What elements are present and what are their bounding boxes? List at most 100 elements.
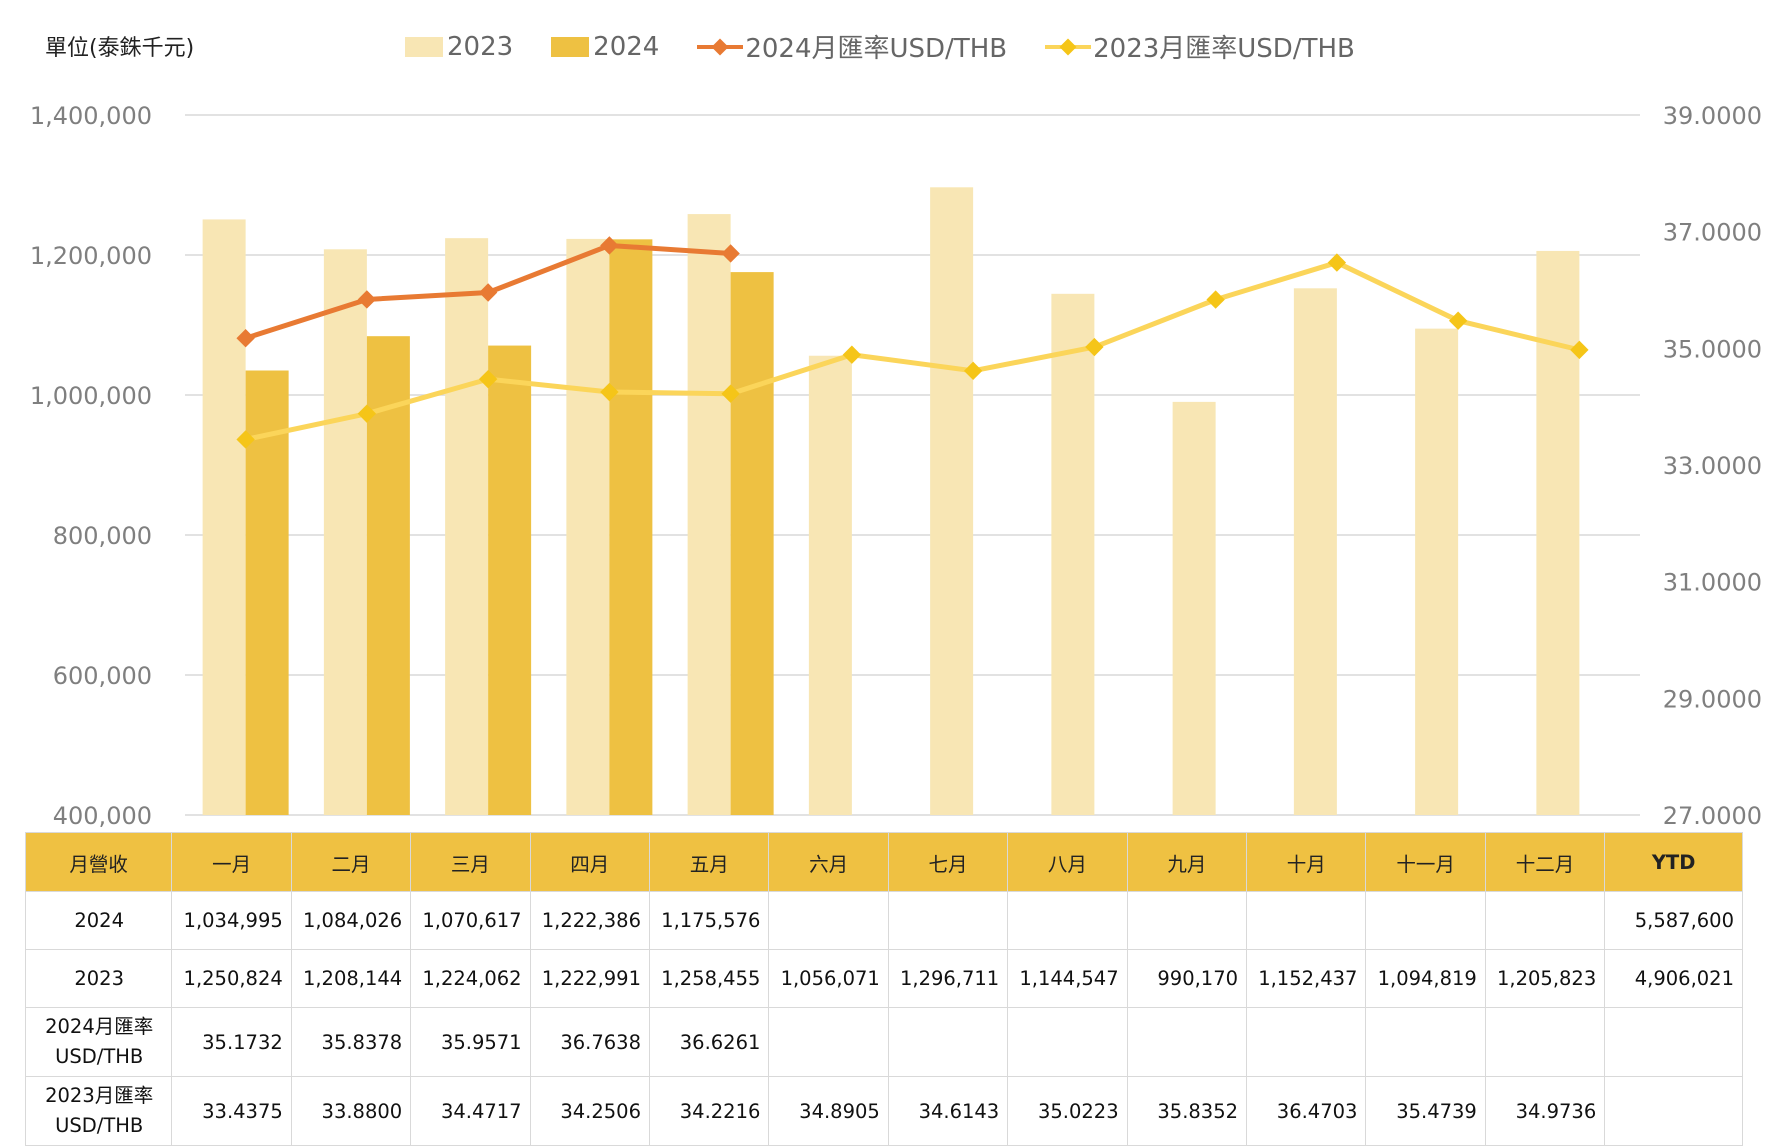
table-cell: 34.9736 <box>1484 1076 1606 1146</box>
table-cell <box>768 1007 889 1077</box>
table-cell: 34.6143 <box>887 1076 1009 1146</box>
table-cell: 1,205,823 <box>1484 949 1606 1008</box>
table-cell: 1,208,144 <box>290 949 412 1008</box>
y-right-tick-label: 27.0000 <box>1663 802 1762 830</box>
y-left-tick-label: 1,000,000 <box>30 382 152 410</box>
table-cell: 1,056,071 <box>768 949 889 1008</box>
table-cell: 35.0223 <box>1007 1076 1128 1146</box>
rate-2023-line <box>245 260 1580 442</box>
table-cell: 1,152,437 <box>1246 949 1367 1008</box>
rate-2024-marker <box>236 329 255 348</box>
table-cell <box>768 891 889 950</box>
rate-2023-marker <box>357 404 377 423</box>
table-cell: 35.8352 <box>1126 1076 1248 1146</box>
table-cell: 36.7638 <box>529 1007 651 1077</box>
table-cell: 1,224,062 <box>410 949 531 1008</box>
table-cell: 34.2506 <box>529 1076 651 1146</box>
bar-2024 <box>245 370 289 815</box>
legend-swatch-2023-rate <box>1045 38 1092 55</box>
table-cell: 1,258,455 <box>648 949 770 1008</box>
table-cell <box>887 891 1009 950</box>
y-right-tick-label: 29.0000 <box>1663 685 1762 713</box>
table-row-label-line: 2023 <box>74 966 124 990</box>
table-cell: 1,175,576 <box>648 891 770 950</box>
table-row: 2024 1,034,995 1,084,026 1,070,617 1,222,386… <box>24 891 1743 950</box>
table-cell: 4,906,021 <box>1604 949 1743 1008</box>
y-left-tick-label: 400,000 <box>53 802 152 830</box>
table-row: 2023 1,250,824 1,208,144 1,224,062 1,222,991… <box>24 949 1743 1008</box>
legend-swatch-2024-rate <box>697 38 744 55</box>
table-cell: 35.8378 <box>290 1007 412 1077</box>
table-cell <box>1484 1007 1606 1077</box>
y-right-tick-label: 31.0000 <box>1663 569 1762 597</box>
table-cell: 1,250,824 <box>171 949 292 1008</box>
table-cell: 34.2216 <box>648 1076 770 1146</box>
rate-2023-marker <box>1206 290 1225 309</box>
table-cell: 1,070,617 <box>410 891 531 950</box>
table-cell: 33.4375 <box>171 1076 292 1146</box>
bar-2023 <box>808 355 852 815</box>
table-column-header: 八月 <box>1007 832 1128 892</box>
bar-2024 <box>609 239 653 815</box>
table-cell <box>1007 1007 1128 1077</box>
bar-2023 <box>445 238 489 815</box>
table-column-header: YTD <box>1604 832 1743 892</box>
table-cell: 1,144,547 <box>1007 949 1128 1008</box>
table-column-header: 四月 <box>529 832 651 892</box>
table-row-label-line: USD/THB <box>55 1114 144 1137</box>
bar-2023 <box>1536 250 1580 816</box>
y-right-tick-label: 37.0000 <box>1663 219 1762 247</box>
table-row-label-line: 2024月匯率 <box>45 1015 154 1038</box>
table-cell <box>1604 1007 1743 1077</box>
rate-2023-marker <box>842 345 862 364</box>
table-cell: 34.8905 <box>768 1076 889 1146</box>
y-right-tick-label: 39.0000 <box>1663 102 1762 130</box>
table-column-header: 十一月 <box>1365 832 1486 892</box>
rate-2023-marker <box>1085 337 1104 357</box>
table-row-label: 2023月匯率 USD/THB <box>24 1076 173 1146</box>
table-row: 2024月匯率 USD/THB 35.1732 35.8378 35.9571 36.76… <box>24 1007 1743 1077</box>
table-cell <box>1246 891 1367 950</box>
table-cell <box>1365 1007 1486 1077</box>
table-column-header: 十月 <box>1246 832 1367 892</box>
chart-legend: 2023 2024 2024月匯率USD/THB 2023月匯率USD/THB <box>405 28 1393 65</box>
table-cell: 1,034,995 <box>171 891 292 950</box>
table-column-header: 一月 <box>171 832 292 892</box>
table-cell <box>1604 1076 1743 1146</box>
table-row-label-line: 2024 <box>74 908 124 932</box>
table-cell <box>1484 891 1606 950</box>
y-left-tick-label: 1,400,000 <box>30 102 152 130</box>
table-cell <box>887 1007 1009 1077</box>
table-cell <box>1126 891 1248 950</box>
table-cell: 36.4703 <box>1246 1076 1367 1146</box>
rate-2023-marker <box>1448 311 1468 330</box>
bar-2023 <box>566 238 610 815</box>
bar-2023 <box>202 219 246 815</box>
table-row-label: 2023 <box>24 949 173 1008</box>
table-row: 2023月匯率 USD/THB 33.4375 33.8800 34.4717 34.25… <box>24 1076 1743 1146</box>
table-cell <box>1365 891 1486 950</box>
table-cell: 1,296,711 <box>887 949 1009 1008</box>
bar-2024 <box>366 336 410 815</box>
legend-label-2024: 2024 <box>593 31 660 62</box>
table-cell: 5,587,600 <box>1604 891 1743 950</box>
legend-item-2023: 2023 <box>405 32 513 62</box>
rate-2023-marker <box>236 430 255 449</box>
table-header-row: 月營收 一月 二月 三月 四月 五月 六月 七月 八月 九月 十月 十一月 十二月 YTD <box>24 832 1743 892</box>
table-cell: 35.9571 <box>410 1007 531 1077</box>
rate-2023-marker <box>1327 253 1347 272</box>
rate-2024-marker <box>600 236 619 255</box>
table-column-header: 十二月 <box>1484 832 1606 892</box>
table-cell <box>1246 1007 1367 1077</box>
legend-swatch-2023 <box>405 36 443 57</box>
table-cell: 1,094,819 <box>1365 949 1486 1008</box>
bar-2023 <box>1051 293 1095 815</box>
table-column-header: 二月 <box>290 832 412 892</box>
table-column-header: 九月 <box>1126 832 1248 892</box>
y-left-tick-label: 1,200,000 <box>30 242 152 270</box>
bar-2023 <box>687 214 731 816</box>
rate-2023-marker <box>963 361 983 381</box>
table-corner-header: 月營收 <box>24 832 173 892</box>
table-row-label-line: USD/THB <box>55 1045 144 1068</box>
table-cell: 1,222,386 <box>529 891 651 950</box>
